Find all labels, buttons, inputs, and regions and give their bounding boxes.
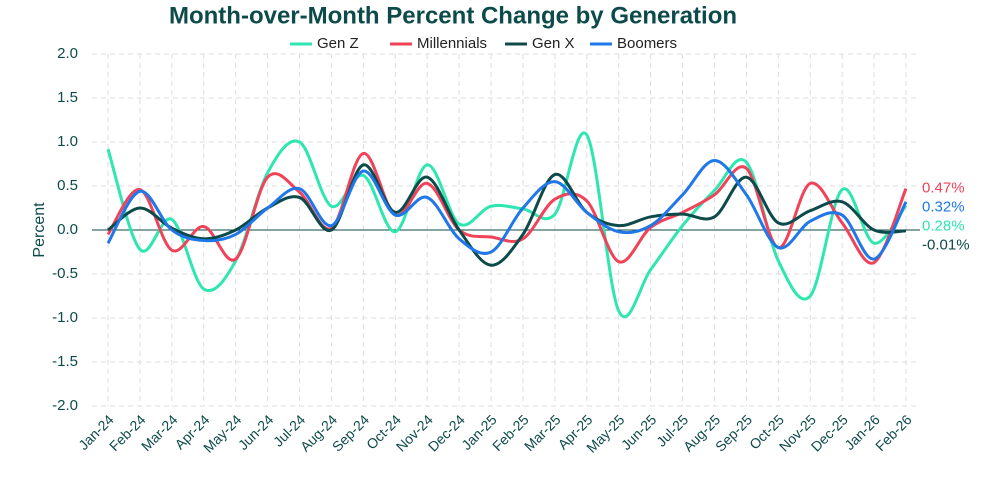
end-value-label: 0.47%	[922, 180, 965, 197]
series-line	[107, 163, 907, 267]
legend-label: Millennials	[417, 35, 487, 52]
y-tick-label: -0.5	[52, 265, 78, 282]
series-line	[106, 158, 908, 261]
y-tick-label: 0.0	[57, 221, 78, 238]
chart-title: Month-over-Month Percent Change by Gener…	[169, 2, 737, 29]
end-value-label: -0.01%	[922, 237, 970, 254]
x-tick-label: Mar-25	[521, 411, 564, 454]
y-axis-label: Percent	[31, 202, 48, 258]
x-tick-label: Sep-24	[329, 411, 372, 454]
x-tick-label: Dec-25	[808, 411, 851, 454]
y-tick-label: 1.0	[57, 133, 78, 150]
x-tick-label: Jun-25	[618, 411, 660, 453]
x-tick-label: Dec-24	[425, 411, 468, 454]
end-value-label: 0.28%	[922, 218, 965, 235]
y-tick-label: -1.0	[52, 309, 78, 326]
y-tick-label: -1.5	[52, 353, 78, 370]
legend-label: Gen Z	[317, 35, 359, 52]
y-tick-label: 2.0	[57, 45, 78, 62]
y-tick-label: -2.0	[52, 397, 78, 414]
legend-label: Gen X	[532, 35, 575, 52]
x-tick-label: Sep-25	[712, 411, 755, 454]
end-value-label: 0.32%	[922, 199, 965, 216]
x-tick-label: Feb-26	[872, 411, 915, 454]
x-tick-label: Jun-24	[235, 411, 277, 453]
legend-label: Boomers	[617, 35, 677, 52]
y-tick-label: 1.5	[57, 89, 78, 106]
x-tick-label: Mar-24	[138, 411, 181, 454]
y-tick-label: 0.5	[57, 177, 78, 194]
